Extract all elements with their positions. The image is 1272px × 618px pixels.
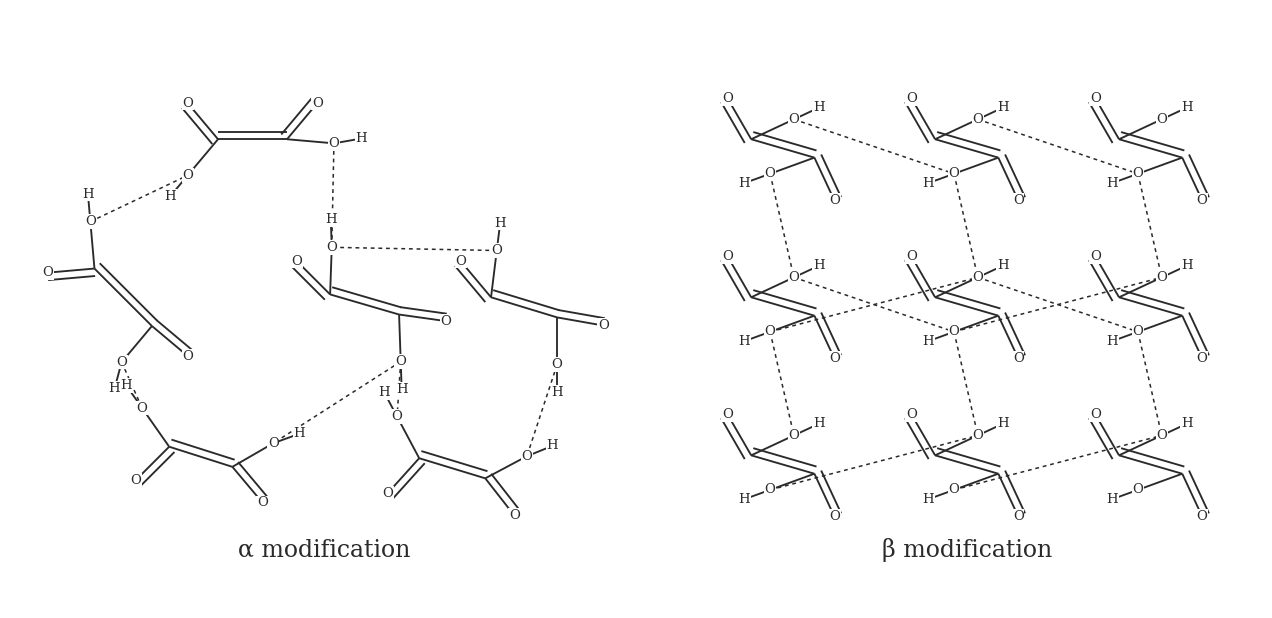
Text: O: O (1156, 271, 1168, 284)
Text: O: O (268, 437, 279, 450)
Text: O: O (906, 92, 917, 105)
Text: O: O (906, 408, 917, 421)
Text: H: H (922, 335, 934, 348)
Text: O: O (1090, 250, 1100, 263)
Text: H: H (813, 101, 824, 114)
Text: H: H (922, 493, 934, 506)
Text: O: O (312, 96, 323, 109)
Text: H: H (1107, 493, 1118, 506)
Text: α modification: α modification (238, 539, 411, 562)
Text: H: H (738, 493, 750, 506)
Text: O: O (949, 483, 959, 496)
Text: O: O (455, 255, 466, 268)
Text: O: O (1197, 194, 1207, 207)
Text: O: O (509, 509, 520, 522)
Text: O: O (1156, 429, 1168, 442)
Text: O: O (491, 244, 502, 257)
Text: O: O (552, 358, 562, 371)
Text: O: O (183, 350, 193, 363)
Text: O: O (598, 319, 609, 332)
Text: H: H (324, 213, 337, 226)
Text: O: O (972, 113, 983, 126)
Text: O: O (522, 450, 533, 463)
Text: O: O (722, 408, 733, 421)
Text: O: O (1197, 510, 1207, 523)
Text: H: H (355, 132, 366, 145)
Text: O: O (949, 167, 959, 180)
Text: H: H (294, 427, 305, 441)
Text: H: H (997, 101, 1009, 114)
Text: O: O (440, 315, 452, 328)
Text: O: O (1013, 194, 1024, 207)
Text: O: O (722, 92, 733, 105)
Text: O: O (829, 194, 840, 207)
Text: H: H (121, 379, 132, 392)
Text: O: O (829, 510, 840, 523)
Text: O: O (1090, 408, 1100, 421)
Text: H: H (378, 386, 391, 399)
Text: O: O (131, 473, 141, 486)
Text: H: H (922, 177, 934, 190)
Text: H: H (1180, 101, 1193, 114)
Text: O: O (396, 355, 406, 368)
Text: β modification: β modification (881, 538, 1052, 562)
Text: O: O (1132, 325, 1144, 338)
Text: O: O (1013, 510, 1024, 523)
Text: H: H (547, 439, 558, 452)
Text: H: H (813, 259, 824, 272)
Text: H: H (1180, 417, 1193, 430)
Text: O: O (829, 352, 840, 365)
Text: O: O (392, 410, 402, 423)
Text: H: H (813, 417, 824, 430)
Text: O: O (906, 250, 917, 263)
Text: O: O (722, 250, 733, 263)
Text: O: O (182, 169, 193, 182)
Text: H: H (495, 217, 506, 230)
Text: O: O (327, 241, 337, 254)
Text: O: O (789, 113, 799, 126)
Text: O: O (764, 325, 776, 338)
Text: O: O (382, 487, 393, 500)
Text: H: H (738, 335, 750, 348)
Text: H: H (83, 188, 94, 201)
Text: H: H (1107, 177, 1118, 190)
Text: O: O (764, 483, 776, 496)
Text: O: O (42, 266, 53, 279)
Text: H: H (738, 177, 750, 190)
Text: O: O (116, 355, 127, 368)
Text: O: O (1132, 167, 1144, 180)
Text: H: H (997, 417, 1009, 430)
Text: O: O (972, 271, 983, 284)
Text: O: O (1197, 352, 1207, 365)
Text: H: H (1107, 335, 1118, 348)
Text: O: O (1090, 92, 1100, 105)
Text: O: O (328, 137, 340, 150)
Text: H: H (108, 383, 121, 396)
Text: O: O (789, 271, 799, 284)
Text: O: O (257, 496, 268, 509)
Text: O: O (1132, 483, 1144, 496)
Text: O: O (85, 215, 95, 228)
Text: O: O (972, 429, 983, 442)
Text: O: O (764, 167, 776, 180)
Text: H: H (1180, 259, 1193, 272)
Text: O: O (1013, 352, 1024, 365)
Text: H: H (997, 259, 1009, 272)
Text: O: O (1156, 113, 1168, 126)
Text: O: O (949, 325, 959, 338)
Text: O: O (136, 402, 148, 415)
Text: H: H (164, 190, 176, 203)
Text: O: O (182, 96, 193, 109)
Text: O: O (291, 255, 303, 268)
Text: O: O (789, 429, 799, 442)
Text: H: H (551, 386, 563, 399)
Text: H: H (396, 383, 407, 396)
